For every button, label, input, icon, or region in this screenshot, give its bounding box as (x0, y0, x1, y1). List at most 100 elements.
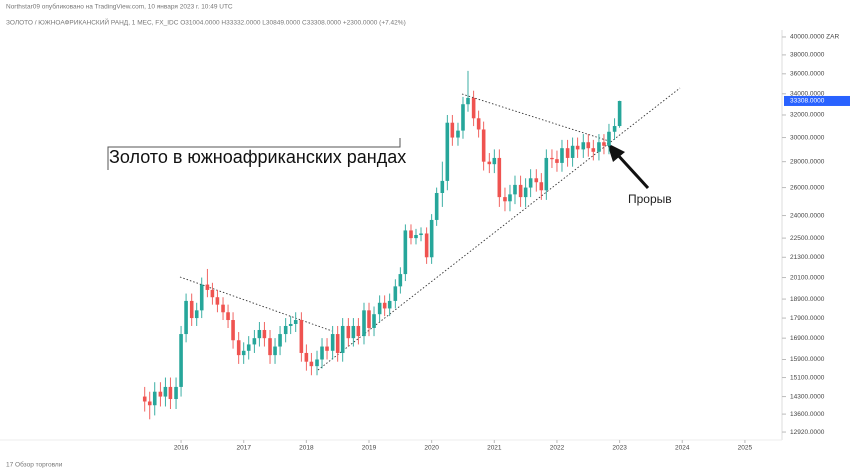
candle-body (241, 350, 246, 356)
y-tick-label: 15900.0000 (790, 356, 825, 363)
candle-body (523, 187, 528, 198)
candle-body (340, 325, 345, 353)
y-tick-label: 14300.0000 (790, 393, 825, 400)
footer: 17 Обзор торговли (6, 461, 63, 469)
x-tick-label: 2024 (675, 445, 690, 452)
plot-area: 12920.0000 13600.0000 14300.0000 15100.0000… (142, 34, 850, 452)
candle-body (461, 104, 465, 131)
x-tick-label: 2022 (550, 445, 565, 452)
candle-body (597, 142, 601, 152)
candle-body (607, 131, 611, 146)
candle-body (210, 289, 215, 298)
candle-body (152, 391, 157, 406)
candle-body (581, 142, 586, 150)
candle-body (309, 361, 314, 367)
y-tick-label: 36000.0000 (790, 71, 825, 78)
annotation: Прорыв (628, 192, 672, 206)
x-tick-label: 2018 (299, 445, 314, 452)
candle-body (158, 391, 163, 397)
candle-body (163, 386, 168, 397)
y-tick-label: 28000.0000 (790, 158, 825, 165)
candle-body (262, 329, 267, 339)
candle-body (315, 359, 319, 367)
candle-body (560, 148, 564, 163)
candle-body (492, 157, 497, 165)
candle-body (487, 161, 492, 165)
y-tick-label: 26000.0000 (790, 184, 825, 191)
candle-body (544, 157, 549, 191)
candle-body (456, 130, 460, 138)
candle-body (398, 274, 403, 287)
candle-body (497, 157, 502, 198)
candle-body (476, 118, 481, 130)
x-tick-label: 2020 (424, 445, 439, 452)
candle-body (550, 157, 554, 160)
candle-body (179, 334, 183, 387)
candle-body (387, 300, 392, 309)
y-tick-label: 24000.0000 (790, 212, 825, 219)
title-box (107, 138, 401, 170)
candle-body (320, 346, 324, 360)
candle-body (591, 148, 596, 152)
arrow (614, 151, 650, 190)
candle-body (612, 126, 617, 132)
y-tick-label: 18900.0000 (790, 296, 825, 303)
candle-body (304, 352, 309, 362)
y-tick-label: 22500.0000 (790, 235, 825, 242)
candle-body (555, 159, 559, 163)
candle-body (194, 310, 199, 319)
candle-body (528, 178, 533, 188)
candle-body (174, 386, 178, 400)
candle-body (199, 284, 204, 311)
candle-body (481, 129, 486, 162)
candle-body (283, 325, 288, 335)
x-tick-label: 2019 (362, 445, 377, 452)
candle-body (257, 329, 262, 339)
support-line (317, 87, 681, 371)
y-tick-label: 21300.0000 (790, 254, 825, 261)
candle-body (226, 312, 230, 321)
candle-body (539, 182, 544, 191)
candle-body (168, 386, 173, 400)
candle-body (268, 338, 272, 356)
candle-body (273, 346, 277, 356)
candle-body (346, 325, 351, 339)
candle-body (325, 346, 329, 351)
candle-body (288, 323, 293, 326)
candle-body (299, 320, 304, 353)
candle-body (570, 145, 575, 158)
candle-body (503, 197, 507, 202)
candle-body (414, 235, 418, 239)
candle-body (575, 145, 580, 150)
candle-body (351, 325, 356, 339)
symbol-line: ЗОЛОТО / ЮЖНОАФРИКАНСКИЙ РАНД, 1 МЕС, FX… (6, 18, 406, 27)
candle-body (221, 304, 225, 313)
y-tick-label: 16900.0000 (790, 335, 825, 342)
candle-body (434, 192, 439, 220)
candle-body (372, 314, 376, 328)
publisher-line: Northstar09 опубликовано на TradingView.… (6, 3, 233, 11)
candle-body (246, 344, 251, 351)
chart-title: Золото в южноафриканских рандах (109, 147, 406, 167)
y-tick-label: 32000.0000 (790, 112, 825, 119)
x-tick-label: 2017 (236, 445, 251, 452)
candle-body (215, 297, 220, 305)
candle-body (565, 148, 570, 158)
candle-body (450, 122, 455, 138)
candle-body (409, 230, 413, 239)
candle-body (205, 284, 210, 290)
candle-body (534, 178, 539, 183)
x-tick-label: 2025 (738, 445, 753, 452)
candle-body (356, 325, 361, 337)
y-tick-label: 13600.0000 (790, 411, 825, 418)
candle-body (471, 97, 476, 119)
candle-body (508, 194, 512, 202)
last-price-label: 33308.0000 (790, 98, 825, 105)
candle-body (403, 230, 408, 275)
candle-body (231, 320, 235, 341)
y-tick-label: 38000.0000 (790, 52, 825, 59)
candle-body (330, 334, 335, 351)
candle-body (142, 396, 147, 402)
candle-body (424, 233, 429, 258)
y-tick-label: 20100.0000 (790, 274, 825, 281)
